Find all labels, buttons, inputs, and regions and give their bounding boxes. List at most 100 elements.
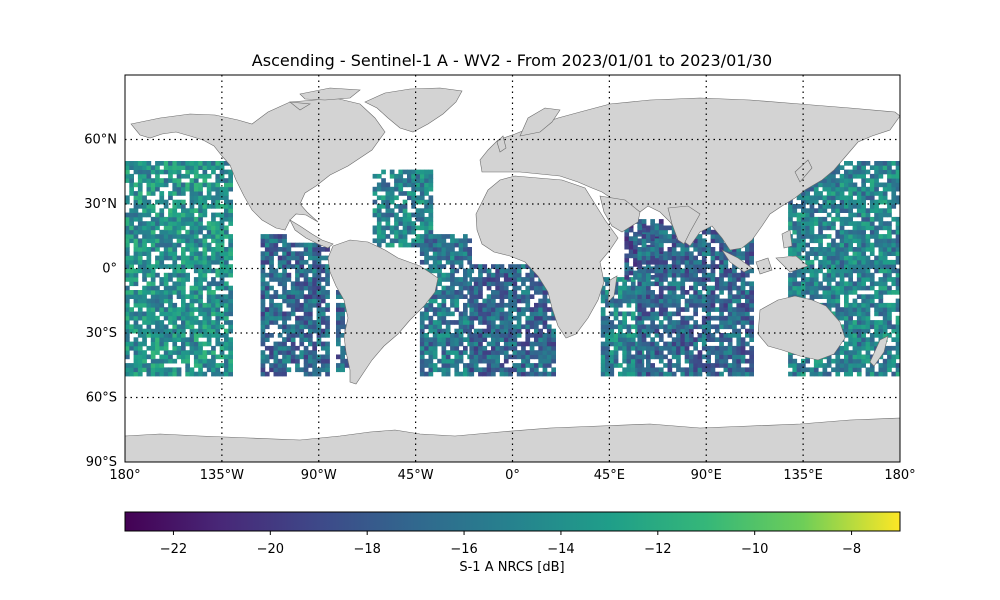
nrcs-cell <box>839 234 845 239</box>
nrcs-cell <box>206 290 212 295</box>
nrcs-cell <box>719 358 724 364</box>
nrcs-cell <box>732 354 737 360</box>
nrcs-cell <box>861 337 866 342</box>
nrcs-cell <box>495 307 500 312</box>
nrcs-cell <box>142 178 147 183</box>
nrcs-cell <box>150 272 156 278</box>
nrcs-cell <box>458 290 464 295</box>
nrcs-cell <box>415 212 421 218</box>
nrcs-cell <box>389 242 395 248</box>
nrcs-cell <box>142 251 147 256</box>
nrcs-cell <box>189 337 195 342</box>
nrcs-cell <box>512 315 518 321</box>
nrcs-cell <box>646 277 651 282</box>
nrcs-cell <box>861 294 866 299</box>
nrcs-cell <box>376 234 382 239</box>
nrcs-cell <box>835 208 841 213</box>
nrcs-cell <box>228 247 233 252</box>
nrcs-cell <box>295 307 300 312</box>
nrcs-cell <box>189 178 195 183</box>
nrcs-cell <box>260 234 266 239</box>
nrcs-cell <box>865 255 871 261</box>
nrcs-cell <box>856 208 862 213</box>
nrcs-cell <box>891 354 897 360</box>
nrcs-cell <box>181 225 186 231</box>
nrcs-cell <box>189 264 195 269</box>
nrcs-cell <box>637 259 643 265</box>
nrcs-cell <box>609 298 615 304</box>
nrcs-cell <box>503 333 509 338</box>
nrcs-cell <box>402 204 408 209</box>
nrcs-cell <box>137 204 143 209</box>
nrcs-cell <box>286 345 292 351</box>
nrcs-cell <box>622 294 627 299</box>
nrcs-cell <box>516 350 522 355</box>
nrcs-cell <box>546 333 552 338</box>
nrcs-cell <box>133 165 139 170</box>
nrcs-cell <box>792 371 798 377</box>
nrcs-cell <box>796 367 802 373</box>
nrcs-cell <box>869 186 875 192</box>
nrcs-cell <box>701 251 707 256</box>
nrcs-cell <box>663 225 668 231</box>
nrcs-cell <box>159 371 165 377</box>
nrcs-cell <box>508 371 513 377</box>
nrcs-cell <box>137 229 143 235</box>
nrcs-cell <box>844 324 849 330</box>
nrcs-cell <box>887 264 892 269</box>
nrcs-cell <box>176 169 182 175</box>
nrcs-cell <box>336 290 341 295</box>
nrcs-cell <box>185 208 190 213</box>
nrcs-cell <box>150 315 156 321</box>
nrcs-cell <box>381 178 386 183</box>
nrcs-cell <box>428 367 434 373</box>
nrcs-cell <box>273 234 279 239</box>
nrcs-cell <box>163 285 169 291</box>
nrcs-cell <box>325 320 330 325</box>
nrcs-cell <box>749 290 754 295</box>
nrcs-cell <box>491 367 496 373</box>
nrcs-cell <box>172 221 178 226</box>
nrcs-cell <box>299 337 305 342</box>
nrcs-cell <box>882 272 888 278</box>
nrcs-cell <box>600 285 606 291</box>
nrcs-cell <box>723 367 729 373</box>
nrcs-cell <box>176 234 182 239</box>
nrcs-cell <box>861 311 866 317</box>
nrcs-cell <box>402 238 408 244</box>
nrcs-cell <box>228 371 233 377</box>
nrcs-cell <box>385 242 391 248</box>
nrcs-cell <box>882 238 888 244</box>
nrcs-cell <box>788 208 793 213</box>
nrcs-cell <box>286 242 292 248</box>
nrcs-cell <box>633 249 638 254</box>
nrcs-cell <box>512 354 518 360</box>
nrcs-cell <box>316 251 322 256</box>
nrcs-cell <box>150 208 156 213</box>
nrcs-cell <box>654 229 660 235</box>
nrcs-cell <box>684 268 690 274</box>
nrcs-cell <box>788 221 793 226</box>
nrcs-cell <box>277 259 283 265</box>
nrcs-cell <box>835 178 841 183</box>
nrcs-cell <box>844 234 849 239</box>
nrcs-cell <box>176 324 182 330</box>
nrcs-cell <box>706 350 711 355</box>
nrcs-cell <box>185 367 190 373</box>
nrcs-cell <box>831 272 836 278</box>
nrcs-cell <box>441 234 447 239</box>
nrcs-cell <box>878 302 884 308</box>
nrcs-cell <box>419 345 425 351</box>
nrcs-cell <box>146 281 152 287</box>
nrcs-cell <box>637 281 643 287</box>
nrcs-cell <box>491 358 496 364</box>
nrcs-cell <box>839 225 845 231</box>
nrcs-cell <box>286 337 292 342</box>
nrcs-cell <box>219 264 225 269</box>
nrcs-cell <box>844 229 849 235</box>
longitude-tick-label: 45°W <box>398 468 434 483</box>
nrcs-cell <box>473 294 479 299</box>
nrcs-cell <box>340 324 345 330</box>
nrcs-cell <box>463 367 468 373</box>
nrcs-cell <box>316 341 322 347</box>
